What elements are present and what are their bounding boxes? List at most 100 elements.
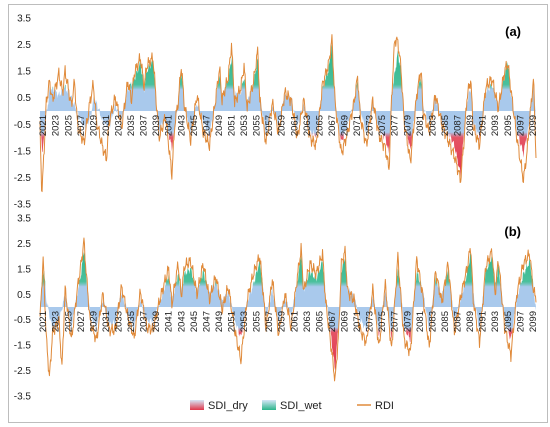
x-tick-label: 2077 (390, 115, 401, 136)
x-tick-label: 2099 (528, 311, 539, 332)
x-tick-label: 2071 (352, 311, 363, 332)
y-tick-label: -2.5 (14, 366, 32, 377)
x-tick-label: 2053 (239, 115, 250, 136)
x-tick-label: 2061 (289, 311, 300, 332)
x-tick-label: 2077 (390, 311, 401, 332)
x-tick-label: 2021 (38, 311, 49, 332)
x-tick-label: 2091 (478, 311, 489, 332)
legend-swatch-sdi-dry (190, 400, 204, 410)
y-tick-label: -3.5 (14, 200, 32, 211)
x-tick-label: 2059 (277, 311, 288, 332)
x-tick-label: 2057 (264, 115, 275, 136)
x-tick-label: 2027 (76, 115, 87, 136)
x-tick-label: 2071 (352, 115, 363, 136)
x-tick-label: 2053 (239, 311, 250, 332)
y-tick-label: 3.5 (17, 214, 31, 225)
x-tick-label: 2067 (327, 115, 338, 136)
x-tick-label: 2047 (201, 115, 212, 136)
panel-a: 3.5 2.5 1.5 0.5 -0.5 -1.5 -2.5 -3.5 2021 2023 2025… (14, 14, 539, 211)
x-tick-label: 2047 (201, 311, 212, 332)
x-tick-label: 2087 (453, 311, 464, 332)
x-tick-label: 2057 (264, 311, 275, 332)
panel-label: (b) (504, 224, 521, 239)
y-tick-label: 0.5 (17, 93, 31, 104)
x-tick-label: 2099 (528, 115, 539, 136)
x-tick-label: 2081 (415, 115, 426, 136)
x-tick-label: 2067 (327, 311, 338, 332)
y-tick-label: 0.5 (17, 290, 31, 301)
y-tick-label: -0.5 (14, 120, 32, 131)
x-tick-label: 2033 (113, 311, 124, 332)
x-tick-label: 2041 (164, 311, 175, 332)
x-tick-label: 2023 (51, 115, 62, 136)
y-tick-label: -0.5 (14, 315, 32, 326)
x-tick-label: 2085 (440, 311, 451, 332)
sdi-wet-area (40, 44, 536, 111)
x-tick-label: 2065 (314, 311, 325, 332)
x-tick-label: 2035 (126, 311, 137, 332)
x-tick-label: 2065 (314, 115, 325, 136)
y-tick-label: 3.5 (17, 14, 31, 25)
x-tick-label: 2027 (76, 311, 87, 332)
x-tick-label: 2087 (453, 115, 464, 136)
y-tick-label: 2.5 (17, 239, 31, 250)
legend-label: SDI_dry (208, 400, 248, 412)
x-tick-label: 2037 (139, 115, 150, 136)
x-tick-label: 2029 (88, 115, 99, 136)
x-tick-label: 2043 (176, 115, 187, 136)
x-tick-label: 2033 (113, 115, 124, 136)
x-tick-label: 2083 (427, 311, 438, 332)
y-tick-label: 1.5 (17, 67, 31, 78)
legend-swatch-sdi-wet (262, 400, 276, 410)
x-tick-label: 2079 (402, 115, 413, 136)
x-tick-label: 2075 (377, 311, 388, 332)
legend-label: RDI (375, 400, 394, 412)
x-tick-label: 2023 (51, 311, 62, 332)
y-tick-label: 1.5 (17, 264, 31, 275)
x-tick-label: 2081 (415, 311, 426, 332)
x-tick-label: 2039 (151, 311, 162, 332)
legend: SDI_dry SDI_wet RDI (190, 400, 394, 412)
x-tick-label: 2089 (465, 311, 476, 332)
x-tick-label: 2083 (427, 115, 438, 136)
x-tick-label: 2079 (402, 311, 413, 332)
panel-label: (a) (505, 24, 521, 39)
x-tick-label: 2043 (176, 311, 187, 332)
x-tick-label: 2049 (214, 115, 225, 136)
x-tick-label: 2091 (478, 115, 489, 136)
x-tick-label: 2039 (151, 115, 162, 136)
y-tick-label: -1.5 (14, 341, 32, 352)
x-tick-label: 2093 (490, 311, 501, 332)
x-tick-label: 2025 (63, 115, 74, 136)
y-tick-label: -3.5 (14, 392, 32, 403)
y-tick-label: -2.5 (14, 173, 32, 184)
x-tick-label: 2031 (101, 115, 112, 136)
x-tick-label: 2093 (490, 115, 501, 136)
x-tick-label: 2045 (189, 311, 200, 332)
x-tick-label: 2055 (252, 115, 263, 136)
panel-b: 3.5 2.5 1.5 0.5 -0.5 -1.5 -2.5 -3.5 2021 2023 2025… (14, 214, 539, 403)
x-tick-label: 2073 (365, 115, 376, 136)
y-tick-label: -1.5 (14, 146, 32, 157)
rdi-line (39, 34, 537, 193)
x-tick-label: 2059 (277, 115, 288, 136)
x-tick-label: 2063 (302, 115, 313, 136)
x-tick-label: 2095 (503, 115, 514, 136)
x-tick-label: 2073 (365, 311, 376, 332)
x-tick-label: 2035 (126, 115, 137, 136)
x-tick-label: 2075 (377, 115, 388, 136)
x-tick-label: 2055 (252, 311, 263, 332)
chart-frame (8, 4, 548, 423)
x-tick-label: 2097 (515, 115, 526, 136)
x-tick-label: 2041 (164, 115, 175, 136)
x-tick-label: 2097 (515, 311, 526, 332)
x-tick-label: 2069 (340, 311, 351, 332)
sdi-dry-area (40, 111, 536, 178)
x-tick-label: 2069 (340, 115, 351, 136)
x-tick-label: 2045 (189, 115, 200, 136)
legend-label: SDI_wet (280, 400, 322, 412)
x-tick-label: 2031 (101, 311, 112, 332)
rdi-line (39, 237, 537, 382)
x-tick-label: 2061 (289, 115, 300, 136)
x-tick-label: 2051 (226, 115, 237, 136)
